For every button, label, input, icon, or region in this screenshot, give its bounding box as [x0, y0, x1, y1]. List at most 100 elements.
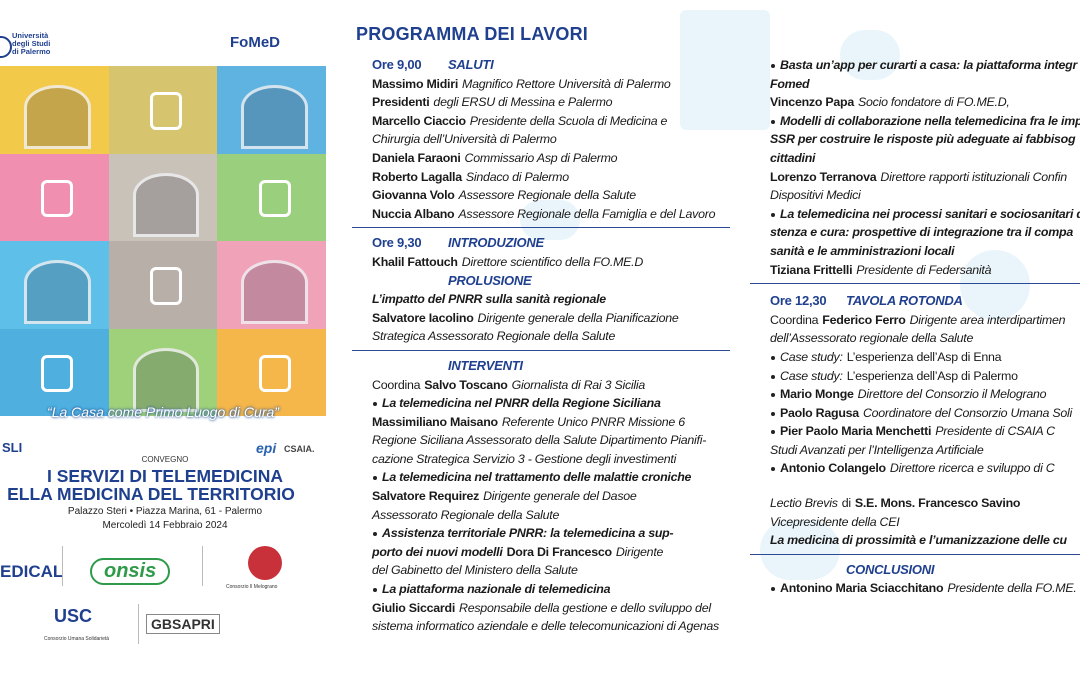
text-run: Giovanna Volo: [372, 188, 455, 203]
logo-usc: USC: [54, 606, 93, 626]
bullet-item: Case study: L’esperienza dell’Asp di Enna: [750, 348, 1080, 367]
text-run: Presidente della FO.ME.: [947, 581, 1077, 596]
text-run: Dirigente: [615, 544, 664, 559]
icon: [149, 267, 183, 305]
tile: [108, 241, 218, 329]
time: Ore 9,00: [372, 57, 422, 72]
separator: [202, 546, 203, 586]
text-run: Mario Monge: [780, 387, 854, 402]
venue: Palazzo Steri • Piazza Marina, 61 - Pale…: [67, 506, 263, 517]
text-run: Antonio Colangelo: [780, 461, 886, 476]
text-run: Case study:: [780, 368, 843, 383]
text-run: Presidente della Scuola di Medicina e: [469, 113, 668, 128]
text-line: sanità e le amministrazioni locali: [750, 242, 1080, 261]
heading: CONCLUSIONI: [846, 561, 935, 577]
text-line: Roberto Lagalla Sindaco di Palermo: [352, 168, 730, 187]
text-run: Antonino Maria Sciacchitano: [780, 581, 944, 596]
text-run: Dirigente area interdipartimen: [909, 312, 1066, 327]
icon: [41, 179, 74, 218]
bullet: [771, 587, 775, 592]
text-run: SSR per costruire le risposte più adegua…: [770, 132, 1076, 147]
text-line: Marcello Ciaccio Presidente della Scuola …: [352, 112, 730, 131]
text-run: Daniela Faraoni: [372, 150, 461, 165]
text-run: L’impatto del PNRR sulla sanità regional…: [372, 292, 606, 307]
section: Ore 9,00 SALUTI Massimo Midiri Magnifico Re…: [352, 56, 730, 229]
text-run: Socio fondatore di FO.ME.D,: [857, 95, 1010, 110]
bullet-item: La telemedicina nel PNRR della Regione S…: [352, 394, 730, 413]
text-run: S.E. Mons. Francesco Savino: [854, 496, 1021, 511]
text-run: di: [841, 496, 851, 511]
text-line: Massimo Midiri Magnifico Rettore Universi…: [352, 75, 730, 94]
text-run: Modelli di collaborazione nella telemedi…: [780, 113, 1080, 128]
logo-sli: SLI: [2, 440, 23, 455]
text-run: dell’Assessorato regionale della Salute: [770, 331, 974, 346]
text-line: Vincenzo Papa Socio fondatore di FO.ME.D,: [750, 93, 1080, 112]
text-run: sistema informatico aziendale e delle te…: [372, 619, 719, 634]
text-line: cazione Strategica Servizio 3 - Gestione…: [352, 450, 730, 469]
text-run: Dirigente generale della Pianificazione: [477, 310, 679, 325]
text-run: Presidenti: [372, 95, 430, 110]
text-run: Massimo Midiri: [372, 76, 459, 91]
section: CONCLUSIONI Antonino Maria Sciacchitano Pr…: [750, 561, 1080, 602]
logo-gbsapri: GBSAPRI: [146, 614, 220, 634]
tile: [108, 328, 218, 416]
text-run: Coordinatore del Consorzio Umana Soli: [862, 405, 1073, 420]
section-heading: Ore 9,00 SALUTI: [352, 56, 730, 75]
bullet-item: Basta un’app per curarti a casa: la piat…: [750, 56, 1080, 75]
section: Ore 12,30 TAVOLA ROTONDA Coordina Federico …: [750, 292, 1080, 555]
logo-epi: epi: [256, 440, 277, 456]
text-run: Roberto Lagalla: [372, 169, 462, 184]
text-run: Marcello Ciaccio: [372, 113, 466, 128]
text-line: Chirurgia dell’Università di Palermo: [352, 130, 730, 149]
text-line: Giovanna Volo Assessore Regionale della S…: [352, 186, 730, 205]
bullet: [771, 355, 775, 360]
text-run: cittadini: [770, 150, 816, 165]
text-run: Assessore Regionale della Famiglia e del…: [458, 206, 716, 221]
poster-title: I SERVIZI DI TELEMEDICINA: [47, 466, 283, 486]
text-run: degli ERSU di Messina e Palermo: [433, 95, 613, 110]
text-run: Strategica Assessorato Regionale della S…: [372, 329, 616, 344]
block: Ore 12,30 TAVOLA ROTONDA Coordina Federico …: [750, 292, 1080, 478]
text-run: Dora Di Francesco: [506, 544, 613, 559]
text-line: Lectio Brevis di S.E. Mons. Francesco Savi…: [750, 494, 1080, 513]
bullet-item: Paolo Ragusa Coordinatore del Consorzio U…: [750, 404, 1080, 423]
block: INTERVENTI Coordina Salvo Toscano Giornalis…: [352, 357, 730, 636]
tile: [108, 66, 218, 154]
text-run: Lectio Brevis: [770, 496, 838, 511]
text-run: La telemedicina nel trattamento delle ma…: [382, 470, 692, 485]
text-line: dell’Assessorato regionale della Salute: [750, 329, 1080, 348]
bullet: [373, 588, 377, 593]
text-run: Commissario Asp di Palermo: [464, 150, 618, 165]
text-run: Basta un’app per curarti a casa: la piat…: [780, 58, 1078, 72]
university-line: degli Studi: [12, 39, 51, 48]
bullet-item: Antonino Maria Sciacchitano Presidente de…: [750, 579, 1080, 598]
text-run: Presidente di CSAIA C: [935, 424, 1055, 439]
poster: Università degli Studi di Palermo FoMeD …: [0, 0, 330, 675]
time: Ore 12,30: [770, 293, 827, 309]
text-line: Coordina Salvo Toscano Giornalista di Rai …: [352, 376, 730, 395]
text-run: La telemedicina nel PNRR della Regione S…: [382, 396, 661, 411]
program-column: Basta un’app per curarti a casa: la piat…: [750, 56, 1080, 608]
section-heading: Ore 12,30 TAVOLA ROTONDA: [750, 292, 1080, 311]
text-run: Case study:: [780, 349, 843, 364]
text-line: Salvatore Iacolino Dirigente generale del…: [352, 309, 730, 328]
bg-icon: [520, 200, 580, 240]
text-run: Direttore scientifico della FO.ME.D: [461, 254, 644, 269]
text-run: stenza e cura: prospettive di integrazio…: [770, 225, 1073, 240]
text-run: Massimiliano Maisano: [372, 414, 498, 429]
text-run: porto dei nuovi modelli: [372, 544, 503, 559]
bullet: [771, 374, 775, 379]
section-heading: INTERVENTI: [352, 357, 730, 376]
text-line: Lorenzo Terranova Direttore rapporti isti…: [750, 168, 1080, 187]
text-run: Dispositivi Medici: [770, 188, 861, 203]
text-run: Direttore rapporti istituzionali Confin: [880, 169, 1067, 184]
tile-grid: [0, 66, 326, 416]
bullet: [771, 119, 775, 124]
text-run: Referente Unico PNRR Missione 6: [501, 414, 685, 429]
text-run: sanità e le amministrazioni locali: [770, 243, 955, 258]
section-heading: Ore 9,30 INTRODUZIONE: [352, 234, 730, 253]
bullet-item: Assistenza territoriale PNRR: la telemed…: [352, 524, 730, 543]
bullet-item: La piattaforma nazionale di telemedicina: [352, 580, 730, 599]
text-run: del Gabinetto del Ministero della Salute: [372, 563, 578, 578]
